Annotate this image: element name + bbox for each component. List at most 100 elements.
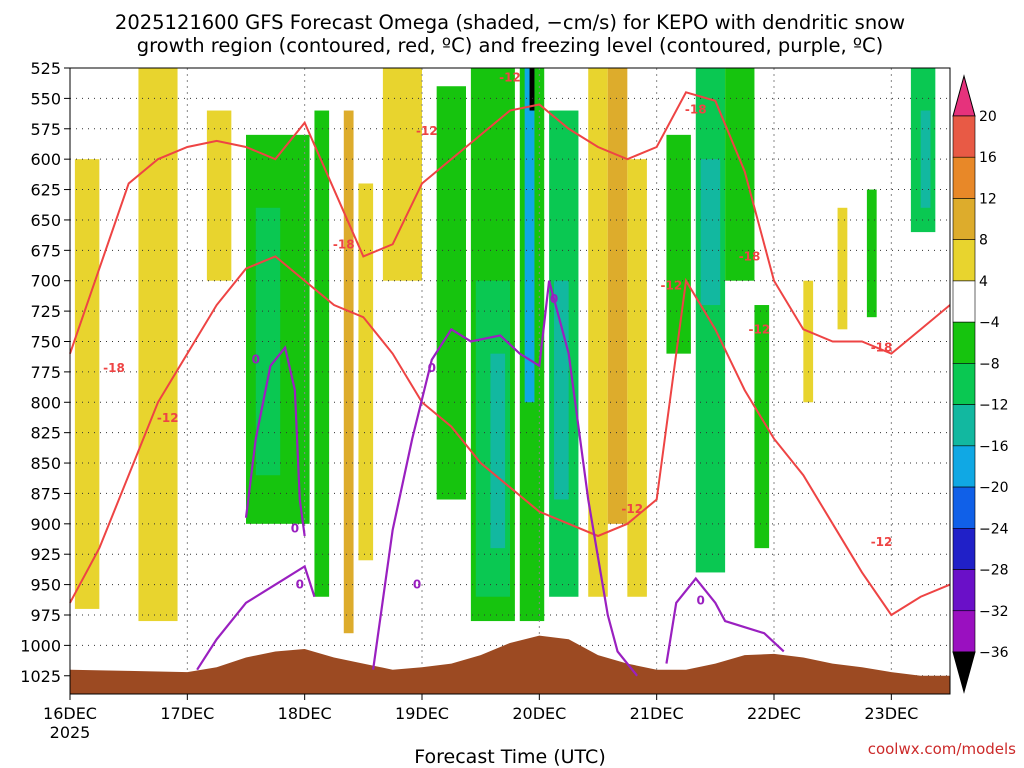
colorbar-swatch-2 <box>952 198 976 240</box>
y-tick-label-2: 575 <box>30 120 61 139</box>
colorbar-swatch-8 <box>952 445 976 488</box>
x-tick-label-0: 16DEC <box>43 704 97 723</box>
colorbar-label-7: −12 <box>979 398 1009 414</box>
plot-frame <box>69 67 951 695</box>
contour-label-4: -12 <box>499 71 521 85</box>
x-tick-label-2: 18DEC <box>278 704 332 723</box>
y-tick-label-3: 600 <box>30 150 61 169</box>
contour-label-0: -18 <box>103 361 125 375</box>
colorbar-bottom-triangle <box>952 651 976 694</box>
omega-shading-layer <box>74 68 936 634</box>
omega-band-7 <box>358 183 374 561</box>
freezing-contour-0 <box>196 564 316 671</box>
terrain-layer <box>70 635 950 694</box>
colorbar-label-0: 20 <box>979 109 997 125</box>
freezing-contour-3 <box>244 345 306 537</box>
colorbar-swatch-0 <box>952 115 976 158</box>
chart-title-line1: 2025121600 GFS Forecast Omega (shaded, −… <box>115 11 905 34</box>
y-tick-label-19: 1000 <box>20 636 61 655</box>
y-tick-label-17: 950 <box>30 576 61 595</box>
y-tick-label-16: 925 <box>30 545 61 564</box>
chart-title-line2: growth region (contoured, red, ºC) and f… <box>137 34 884 57</box>
omega-band-28 <box>866 189 877 318</box>
colorbar-label-3: 8 <box>979 233 988 249</box>
contour-label-2: -18 <box>333 237 355 251</box>
y-tick-label-4: 625 <box>30 181 61 200</box>
y-tick-label-14: 875 <box>30 484 61 503</box>
colorbar-label-13: −36 <box>979 645 1009 661</box>
colorbar: 20 16 12 8 4 −4 −8 −12 −16 −20 −24 −28 −32 −36 <box>952 74 1009 694</box>
x-tick-label-6: 22DEC <box>747 704 801 723</box>
x-year-label: 2025 <box>50 723 91 742</box>
y-tick-label-0: 525 <box>30 59 61 78</box>
omega-band-5 <box>314 110 330 597</box>
dgz-contour-minus12 <box>69 255 951 617</box>
colorbar-swatch-4 <box>952 280 976 323</box>
contour-label-1: -12 <box>157 411 179 425</box>
colorbar-swatch-9 <box>952 486 976 529</box>
contour-label-18: 0 <box>696 593 704 607</box>
contour-label-10: -18 <box>871 341 893 355</box>
contour-label-16: 0 <box>428 361 436 375</box>
colorbar-label-4: 4 <box>979 274 988 290</box>
colorbar-label-11: −28 <box>979 563 1009 579</box>
y-tick-label-10: 775 <box>30 363 61 382</box>
y-tick-label-9: 750 <box>30 332 61 351</box>
contour-label-13: 0 <box>291 522 299 536</box>
contour-label-14: 0 <box>296 578 304 592</box>
contour-label-5: -12 <box>621 502 643 516</box>
omega-band-17 <box>554 280 569 500</box>
colorbar-top-triangle <box>952 74 976 117</box>
contour-label-3: -12 <box>416 124 438 138</box>
omega-band-1 <box>138 68 178 622</box>
x-tick-label-1: 17DEC <box>160 704 214 723</box>
omega-band-6 <box>343 110 354 634</box>
colorbar-label-2: 12 <box>979 191 997 207</box>
colorbar-swatch-12 <box>952 610 976 653</box>
omega-band-27 <box>837 207 848 330</box>
omega-band-15 <box>529 68 535 111</box>
omega-band-21 <box>666 134 691 354</box>
contour-label-15: 0 <box>413 578 421 592</box>
watermark: coolwx.com/models <box>868 740 1016 758</box>
x-tick-label-5: 21DEC <box>630 704 684 723</box>
y-tick-label-5: 650 <box>30 211 61 230</box>
y-tick-label-13: 850 <box>30 454 61 473</box>
omega-band-12 <box>490 353 506 549</box>
colorbar-label-10: −24 <box>979 521 1009 537</box>
omega-band-25 <box>754 305 770 549</box>
terrain-profile <box>70 635 950 694</box>
colorbar-label-12: −32 <box>979 604 1009 620</box>
colorbar-label-1: 16 <box>979 150 997 166</box>
y-tick-label-6: 675 <box>30 241 61 260</box>
y-tick-label-1: 550 <box>30 89 61 108</box>
colorbar-swatch-10 <box>952 528 976 570</box>
omega-band-20 <box>627 159 647 597</box>
y-tick-label-7: 700 <box>30 272 61 291</box>
x-tick-label-3: 19DEC <box>395 704 449 723</box>
x-axis: 16DEC 17DEC 18DEC 19DEC 20DEC 21DEC 22DEC 23DEC <box>43 694 918 723</box>
omega-band-23 <box>700 159 721 306</box>
contour-label-layer: -18 -12 -18 -12 -12 -12 -18 -12 -18 -12 -18 -12 0 0 0 0… <box>103 71 892 608</box>
omega-band-14 <box>524 68 535 403</box>
omega-band-30 <box>920 110 931 208</box>
freezing-contour-2 <box>665 576 785 664</box>
freezing-contour-1 <box>372 280 638 677</box>
colorbar-swatch-5 <box>952 321 976 364</box>
y-tick-label-15: 900 <box>30 515 61 534</box>
contour-label-17: 0 <box>550 292 558 306</box>
colorbar-label-9: −20 <box>979 480 1009 496</box>
omega-band-18 <box>588 68 608 597</box>
dgz-contour-minus18 <box>69 91 951 355</box>
contour-label-11: -12 <box>871 535 893 549</box>
colorbar-swatch-1 <box>952 156 976 199</box>
omega-band-0 <box>74 159 100 609</box>
y-tick-label-12: 825 <box>30 424 61 443</box>
contour-layer <box>69 91 951 677</box>
y-tick-label-18: 975 <box>30 606 61 625</box>
y-tick-label-8: 725 <box>30 302 61 321</box>
colorbar-swatch-3 <box>952 239 976 282</box>
colorbar-swatch-7 <box>952 404 976 447</box>
contour-label-8: -18 <box>739 249 761 263</box>
